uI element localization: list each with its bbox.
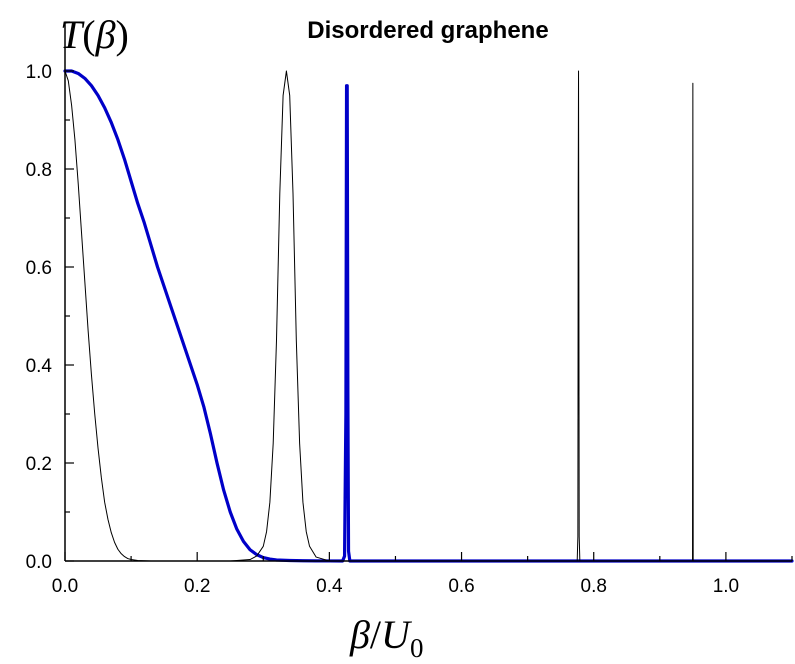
x-tick-label: 0.6 (448, 576, 474, 597)
svg-text:T(β): T(β) (60, 12, 129, 57)
y-tick-label: 0.2 (26, 454, 52, 475)
axes-layer (64, 22, 792, 562)
y-tick-label: 0.4 (26, 356, 53, 377)
y-tick-label: 0.0 (26, 552, 52, 573)
svg-text:β/U0: β/U0 (349, 612, 423, 663)
series-line-2 (64, 70, 231, 562)
x-tick-label: 0.2 (184, 576, 210, 597)
series-line-5 (689, 82, 697, 562)
x-label-num: β (349, 612, 370, 657)
x-label-slash: / (370, 612, 382, 657)
series-layer (63, 69, 794, 563)
series-line-3 (229, 70, 330, 562)
y-label-var: β (95, 12, 116, 57)
x-tick-label: 0.4 (316, 576, 343, 597)
y-label-close: ) (116, 12, 129, 57)
x-label-den: U (381, 612, 413, 657)
series-line-4 (573, 70, 585, 562)
x-tick-label: 0.8 (581, 576, 607, 597)
ticks-layer: 0.0 0.2 0.4 0.6 0.8 1.0 0.0 0.2 0.4 0.6 0.8 1.0 (26, 21, 793, 597)
series-line-1 (63, 69, 794, 563)
x-tick-label: 1.0 (713, 576, 739, 597)
y-tick-label: 1.0 (26, 62, 52, 83)
x-label-sub: 0 (410, 633, 424, 663)
x-tick-label: 0.0 (52, 576, 78, 597)
chart-title: Disordered graphene (307, 17, 548, 44)
y-tick-label: 0.6 (26, 258, 52, 279)
x-axis-label: β/U0 (349, 612, 423, 663)
y-tick-label: 0.8 (26, 160, 52, 181)
y-label-main: T (60, 12, 85, 57)
y-axis-label: T(β) (60, 12, 129, 57)
y-label-open: ( (82, 12, 95, 57)
